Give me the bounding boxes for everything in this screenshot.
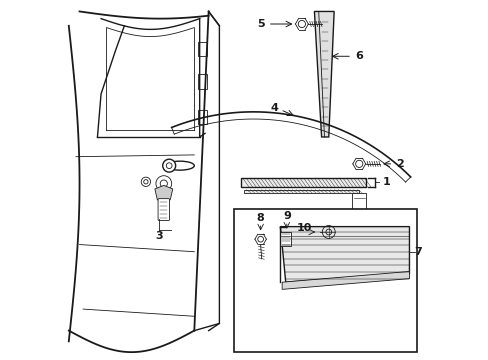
Text: 8: 8 bbox=[256, 213, 264, 222]
Polygon shape bbox=[155, 185, 172, 203]
Text: 1: 1 bbox=[382, 177, 389, 187]
Text: 10: 10 bbox=[296, 224, 311, 233]
FancyBboxPatch shape bbox=[198, 74, 206, 89]
Polygon shape bbox=[280, 226, 408, 282]
Text: 2: 2 bbox=[395, 159, 403, 169]
Bar bbox=[233, 209, 416, 352]
Text: 5: 5 bbox=[257, 19, 264, 29]
Text: 3: 3 bbox=[155, 231, 163, 240]
FancyBboxPatch shape bbox=[351, 193, 366, 209]
Text: 7: 7 bbox=[413, 247, 421, 257]
Polygon shape bbox=[314, 12, 333, 137]
Text: 9: 9 bbox=[282, 211, 290, 221]
Circle shape bbox=[163, 159, 175, 172]
Polygon shape bbox=[244, 190, 359, 193]
Text: 6: 6 bbox=[355, 51, 363, 61]
Polygon shape bbox=[241, 178, 366, 187]
FancyBboxPatch shape bbox=[158, 199, 169, 221]
Text: 4: 4 bbox=[269, 103, 277, 113]
Bar bbox=[280, 232, 290, 246]
Polygon shape bbox=[282, 271, 408, 289]
FancyBboxPatch shape bbox=[198, 42, 206, 56]
FancyBboxPatch shape bbox=[198, 110, 206, 125]
Circle shape bbox=[166, 163, 172, 168]
Ellipse shape bbox=[165, 161, 194, 170]
